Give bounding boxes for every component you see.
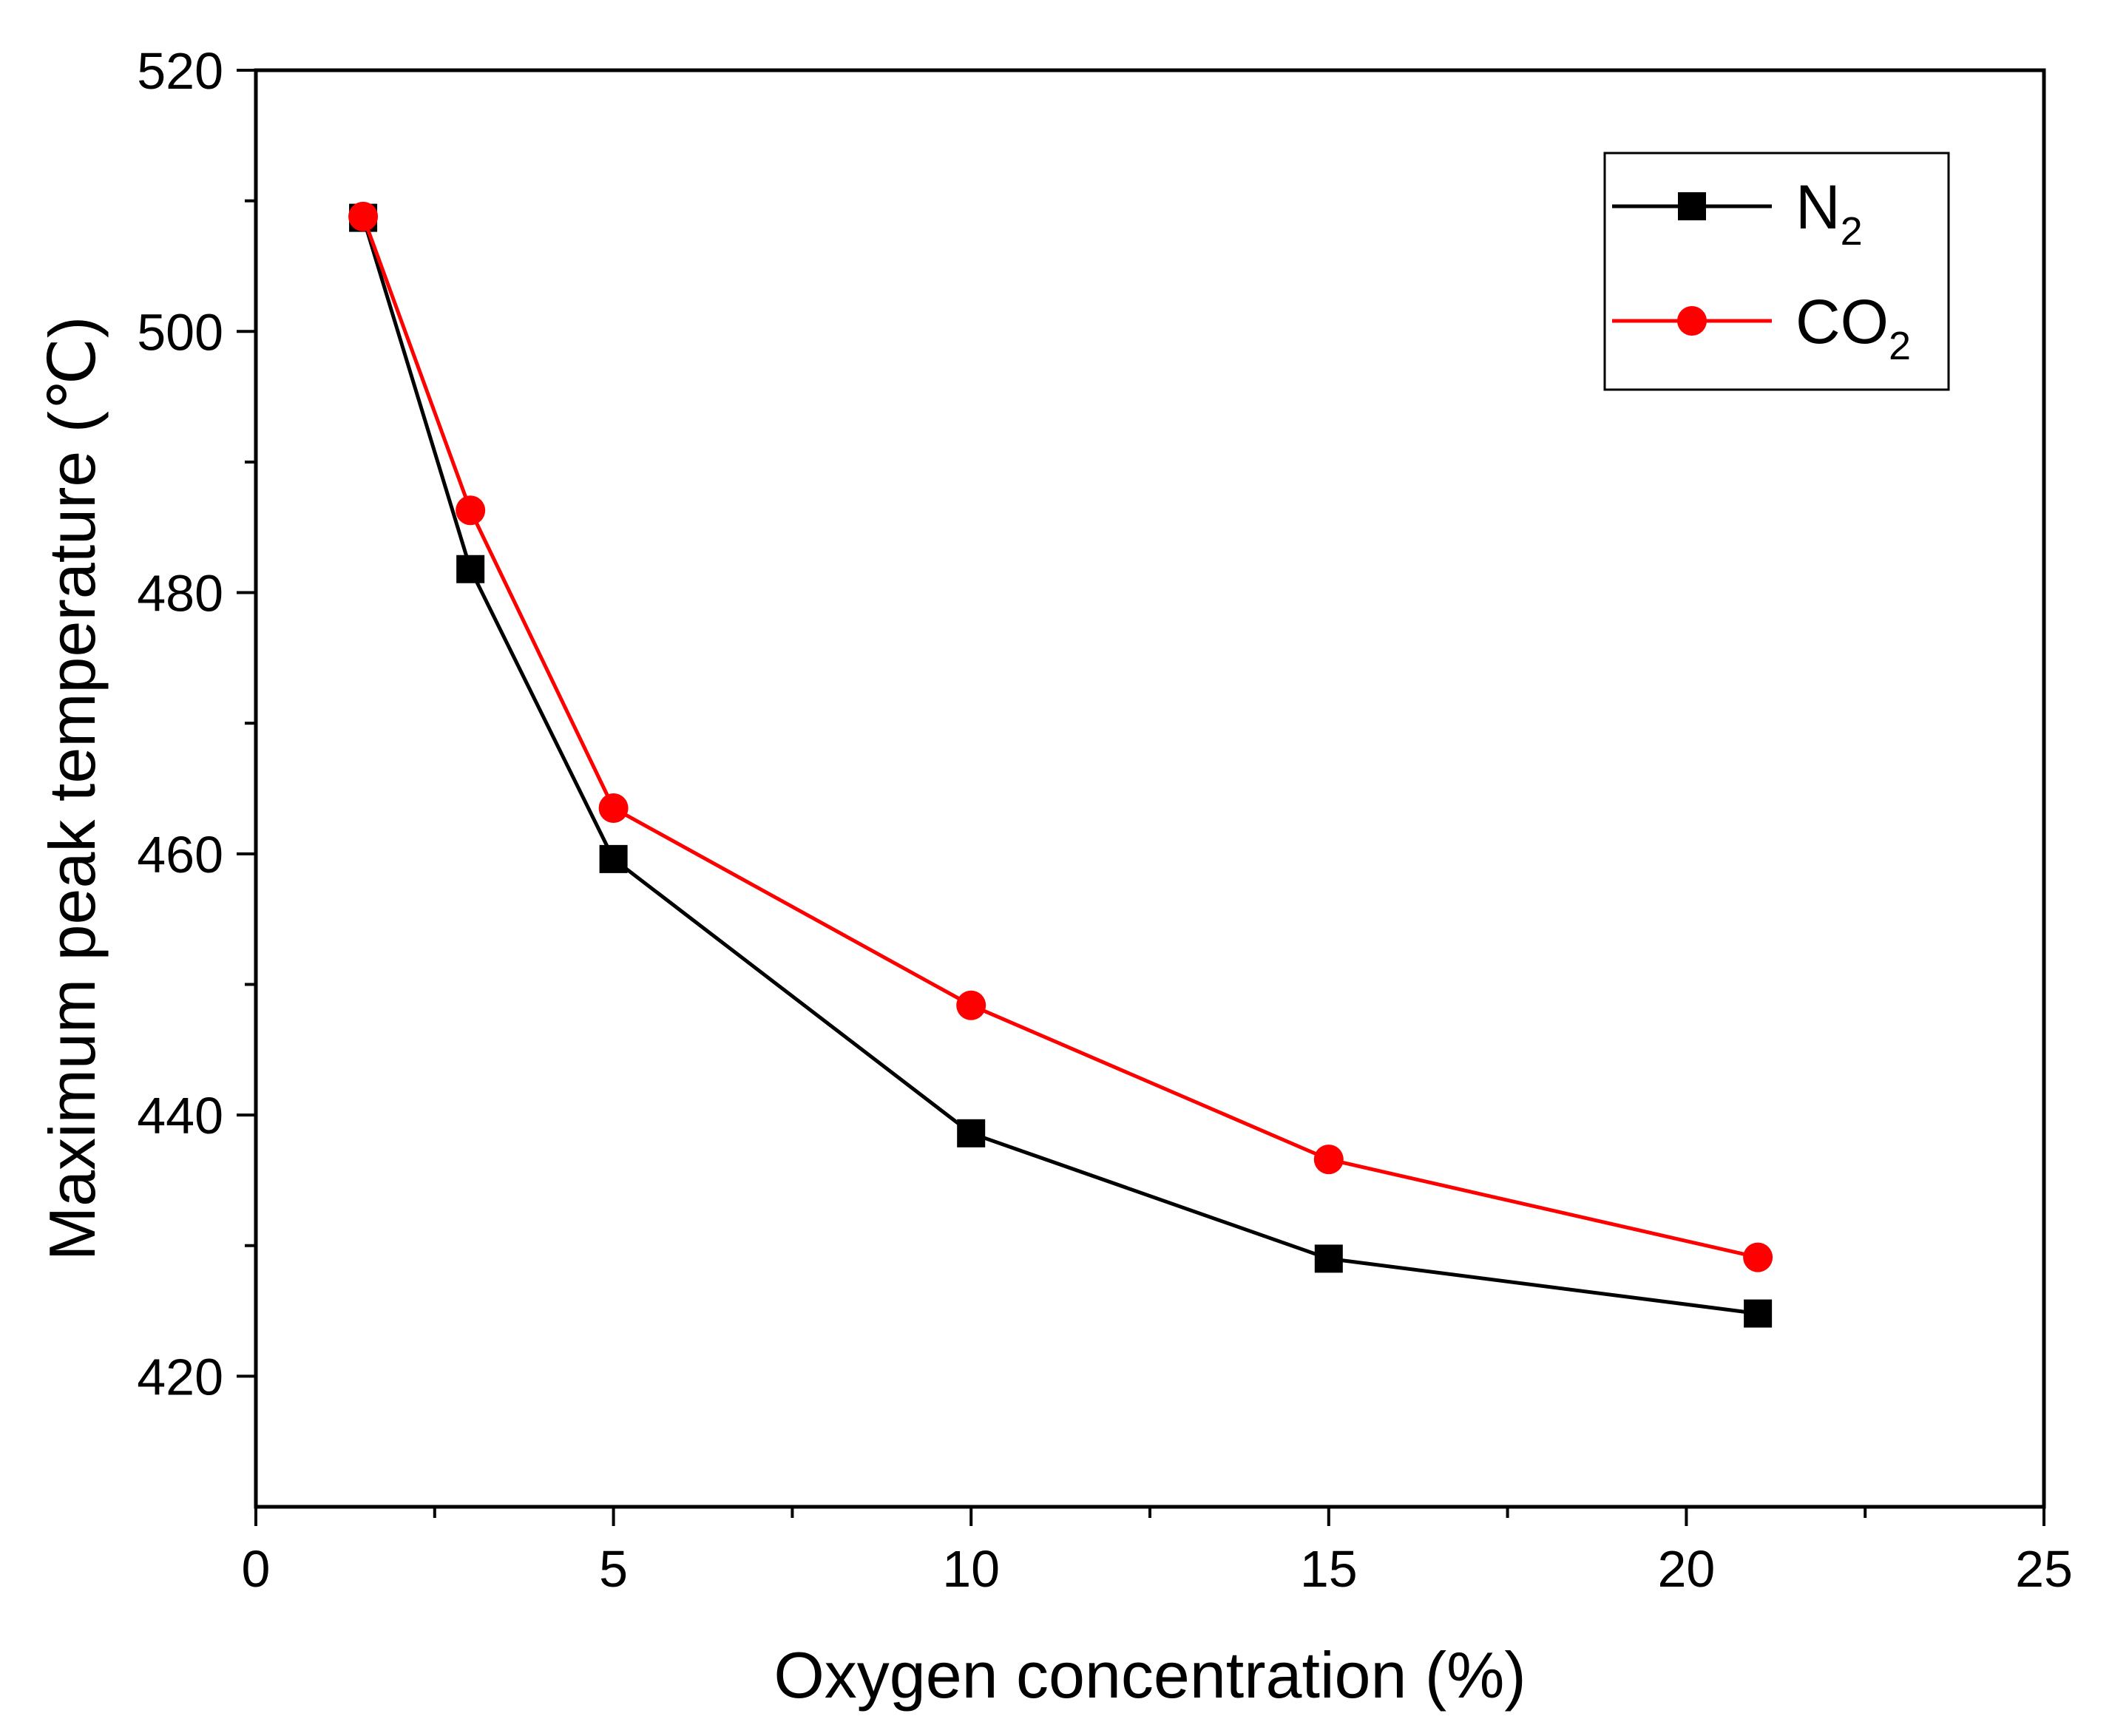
legend-label-subscript: 2 (1889, 324, 1911, 368)
data-point-co2 (956, 990, 986, 1020)
y-tick-label: 420 (137, 1348, 223, 1406)
data-point-co2 (1313, 1145, 1344, 1175)
y-tick-label: 460 (137, 826, 223, 884)
y-axis-title: Maximum peak temperature (℃) (35, 316, 109, 1261)
legend-entry-co2: CO2 (1612, 287, 1911, 368)
y-tick-label: 500 (137, 303, 223, 361)
y-tick-label: 520 (137, 42, 223, 100)
data-point-n2 (957, 1119, 986, 1147)
y-tick-label: 440 (137, 1087, 223, 1145)
data-point-co2 (456, 495, 486, 526)
x-tick-label: 5 (599, 1540, 628, 1598)
x-tick-label: 10 (942, 1540, 1000, 1598)
legend-marker-n2 (1678, 192, 1706, 220)
y-tick-label: 480 (137, 565, 223, 623)
x-axis-title: Oxygen concentration (%) (774, 1638, 1526, 1712)
legend-box (1603, 152, 1950, 391)
data-point-n2 (456, 555, 485, 583)
data-point-co2 (348, 201, 379, 231)
tick-labels-layer: 0 5 10 15 20 25 420 440 460 480 500 520 (137, 42, 2073, 1598)
data-point-n2 (599, 844, 628, 873)
legend-marker-co2 (1677, 306, 1707, 336)
x-tick-label: 0 (242, 1540, 271, 1598)
series-layer (348, 201, 1773, 1328)
data-point-n2 (1744, 1299, 1773, 1328)
series-line-co2 (361, 215, 1759, 1260)
x-tick-label: 15 (1300, 1540, 1358, 1598)
series-line-n2 (361, 217, 1759, 1316)
x-tick-label: 25 (2015, 1540, 2073, 1598)
series-co2 (348, 201, 1773, 1272)
x-tick-label: 20 (1657, 1540, 1715, 1598)
data-point-co2 (598, 793, 629, 823)
data-point-n2 (1314, 1244, 1343, 1273)
ticks-layer (237, 69, 2045, 1526)
data-point-co2 (1743, 1242, 1773, 1272)
legend-label-subscript: 2 (1841, 209, 1863, 254)
